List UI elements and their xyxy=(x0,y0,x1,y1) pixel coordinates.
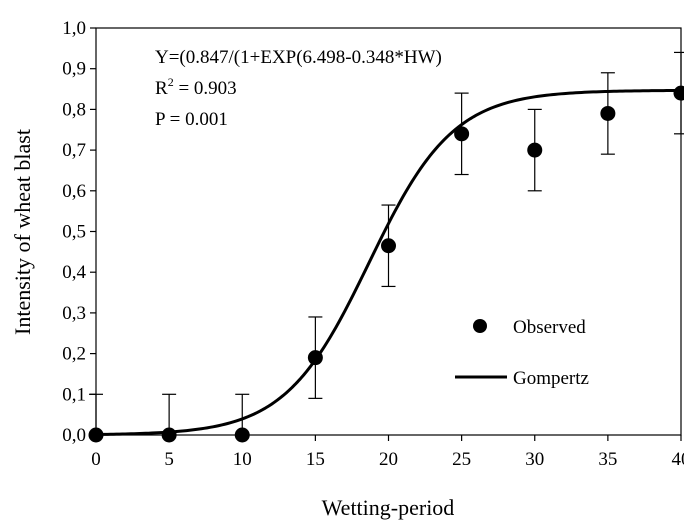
observed-point xyxy=(161,427,177,443)
legend: Observed Gompertz xyxy=(455,317,589,389)
y-tick-label: 0,4 xyxy=(62,262,86,283)
y-tick-label: 0,6 xyxy=(62,181,86,202)
observed-points-layer xyxy=(88,51,684,443)
observed-point xyxy=(234,427,250,443)
observed-point xyxy=(381,238,396,254)
p-value-annotation: P = 0.001 xyxy=(155,109,228,130)
observed-point xyxy=(88,427,104,443)
y-tick-label: 1,0 xyxy=(62,18,86,39)
x-tick-label: 30 xyxy=(525,449,544,470)
legend-observed-label: Observed xyxy=(513,317,586,338)
observed-point xyxy=(600,105,616,121)
x-tick-label: 10 xyxy=(233,449,252,470)
x-tick-label: 0 xyxy=(91,449,101,470)
legend-gompertz-label: Gompertz xyxy=(513,368,589,389)
y-tick-label: 0,8 xyxy=(62,99,86,120)
y-axis-ticks: 0,0 0,1 0,2 0,3 0,4 0,5 0,6 0,7 0,8 0,9 1,0 xyxy=(62,18,96,446)
y-axis-title: Intensity of wheat blast xyxy=(10,129,35,335)
x-tick-label: 20 xyxy=(379,449,398,470)
x-tick-label: 15 xyxy=(306,449,325,470)
x-tick-label: 25 xyxy=(452,449,471,470)
y-tick-label: 0,2 xyxy=(62,344,86,365)
y-tick-label: 0,3 xyxy=(62,303,86,324)
x-tick-label: 5 xyxy=(164,449,174,470)
y-tick-label: 0,0 xyxy=(62,425,86,446)
observed-point xyxy=(673,85,684,101)
observed-point xyxy=(307,350,323,366)
y-tick-label: 0,1 xyxy=(62,384,86,405)
r-squared-annotation: R2 = 0.903 xyxy=(155,75,237,99)
y-tick-label: 0,9 xyxy=(62,59,86,80)
y-tick-label: 0,7 xyxy=(62,140,86,161)
equation-annotation: Y=(0.847/(1+EXP(6.498-0.348*HW) xyxy=(155,47,442,68)
x-axis-ticks: 0 5 10 15 20 25 30 35 40 xyxy=(91,435,684,470)
x-tick-label: 40 xyxy=(672,449,684,470)
observed-point xyxy=(527,142,543,158)
observed-point xyxy=(454,126,470,142)
y-tick-label: 0,5 xyxy=(62,222,86,243)
legend-observed-marker xyxy=(473,319,487,333)
x-axis-title: Wetting-period xyxy=(322,495,455,520)
x-tick-label: 35 xyxy=(598,449,617,470)
